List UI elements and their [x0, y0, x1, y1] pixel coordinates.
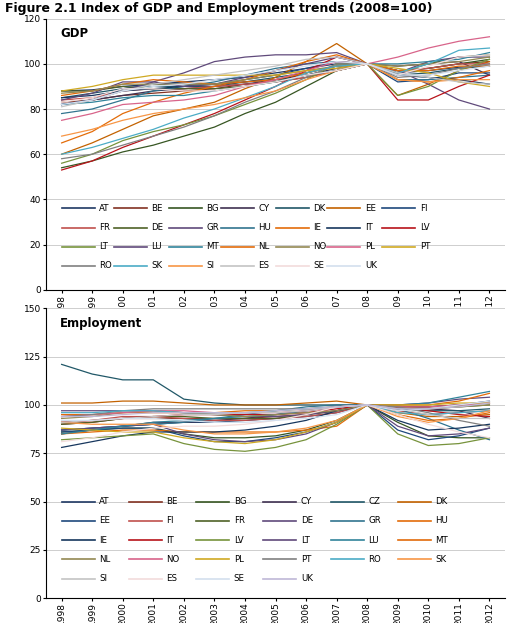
Text: IE: IE [99, 536, 107, 545]
Text: SE: SE [313, 262, 324, 270]
Text: BE: BE [151, 204, 163, 213]
Text: FI: FI [420, 204, 427, 213]
Text: HU: HU [258, 223, 271, 232]
Text: IE: IE [313, 223, 321, 232]
Text: SE: SE [234, 574, 245, 583]
Text: DK: DK [313, 204, 325, 213]
Text: DK: DK [435, 497, 448, 506]
Text: NL: NL [258, 242, 269, 251]
Text: IT: IT [365, 223, 373, 232]
Text: CZ: CZ [368, 497, 380, 506]
Text: ES: ES [258, 262, 269, 270]
Text: LT: LT [99, 242, 108, 251]
Text: DE: DE [151, 223, 163, 232]
Text: NO: NO [313, 242, 327, 251]
Text: BE: BE [166, 497, 178, 506]
Text: GDP: GDP [60, 27, 88, 40]
Text: PL: PL [234, 555, 244, 564]
Text: EE: EE [365, 204, 376, 213]
Text: FR: FR [234, 516, 245, 525]
Text: MT: MT [206, 242, 219, 251]
Text: GR: GR [206, 223, 219, 232]
Text: MT: MT [435, 536, 448, 545]
Text: EE: EE [99, 516, 110, 525]
Text: DE: DE [301, 516, 313, 525]
Text: CY: CY [258, 204, 269, 213]
Text: LT: LT [301, 536, 310, 545]
Text: SI: SI [99, 574, 107, 583]
Text: HU: HU [435, 516, 448, 525]
Text: PT: PT [420, 242, 431, 251]
Text: LV: LV [234, 536, 243, 545]
Text: FR: FR [99, 223, 110, 232]
Text: SI: SI [206, 262, 214, 270]
Text: RO: RO [368, 555, 381, 564]
Text: ES: ES [166, 574, 178, 583]
Text: NO: NO [166, 555, 180, 564]
Text: IT: IT [166, 536, 174, 545]
Text: PT: PT [301, 555, 311, 564]
Text: CY: CY [301, 497, 312, 506]
Text: SK: SK [151, 262, 162, 270]
Text: LU: LU [368, 536, 379, 545]
Text: UK: UK [301, 574, 313, 583]
Text: LV: LV [420, 223, 430, 232]
Text: GR: GR [368, 516, 381, 525]
Text: AT: AT [99, 204, 110, 213]
Text: Employment: Employment [60, 317, 142, 330]
Text: Figure 2.1 Index of GDP and Employment trends (2008=100): Figure 2.1 Index of GDP and Employment t… [5, 2, 433, 15]
Text: NL: NL [99, 555, 110, 564]
Text: RO: RO [99, 262, 112, 270]
Text: FI: FI [166, 516, 174, 525]
Text: LU: LU [151, 242, 162, 251]
Text: UK: UK [365, 262, 377, 270]
Text: PL: PL [365, 242, 375, 251]
Text: SK: SK [435, 555, 447, 564]
Text: BG: BG [206, 204, 219, 213]
Text: BG: BG [234, 497, 246, 506]
Text: AT: AT [99, 497, 110, 506]
